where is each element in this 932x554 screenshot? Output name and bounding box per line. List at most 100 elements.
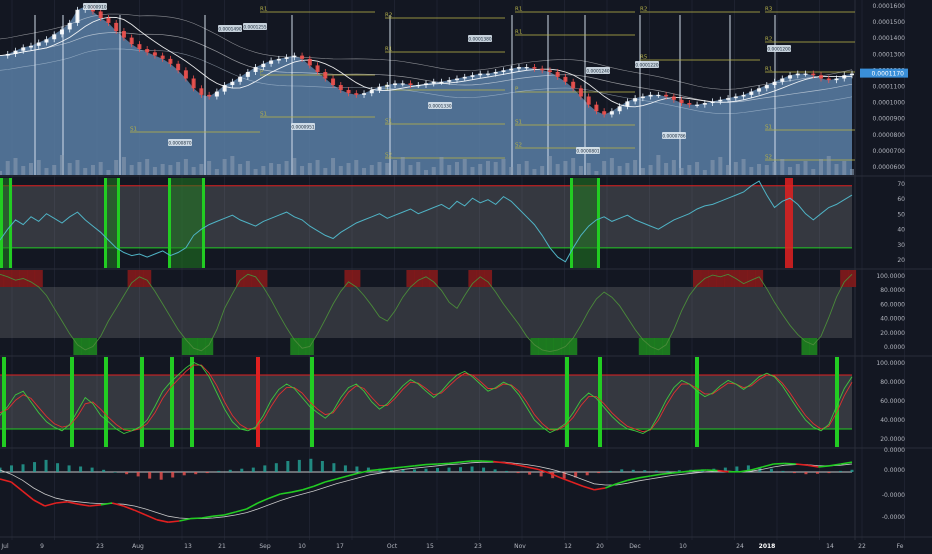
volume-bar bbox=[338, 166, 343, 175]
macd-line-segment bbox=[560, 477, 573, 483]
rsi-axis-tick-label: 30 bbox=[897, 242, 905, 249]
candle-body bbox=[331, 78, 336, 86]
price-axis-tick-label: 0.0001400 bbox=[873, 35, 906, 42]
macd-line-segment bbox=[55, 501, 68, 504]
macd-line-segment bbox=[750, 466, 763, 471]
candle-body bbox=[416, 85, 421, 87]
osc-oversold-block bbox=[81, 338, 90, 355]
volume-bar bbox=[447, 165, 452, 175]
candle-body bbox=[788, 75, 793, 79]
pivot-label: S1 bbox=[130, 127, 137, 133]
volume-bar bbox=[245, 161, 250, 175]
candle-body bbox=[129, 37, 134, 45]
macd-line-segment bbox=[336, 475, 348, 480]
candle-body bbox=[733, 96, 738, 99]
pivot-label: S1 bbox=[765, 125, 772, 131]
macd-histogram-bar bbox=[654, 470, 658, 472]
macd-line-segment bbox=[280, 491, 292, 495]
osc-overbought-block bbox=[143, 270, 152, 287]
osc-oversold-block bbox=[530, 338, 539, 355]
macd-line-segment bbox=[829, 463, 841, 467]
candle-body bbox=[803, 73, 808, 75]
rsi-signal-bar-green bbox=[104, 178, 107, 268]
osc-overbought-block bbox=[251, 270, 260, 287]
price-axis-tick-label: 0.0001300 bbox=[873, 51, 906, 58]
macd-line-segment bbox=[706, 469, 718, 472]
price-area bbox=[0, 6, 852, 175]
volume-bar bbox=[269, 163, 274, 175]
price-axis-tick-label: 0.0000700 bbox=[873, 148, 906, 155]
price-annotation-box bbox=[168, 139, 192, 146]
candle-body bbox=[826, 78, 831, 81]
volume-bar bbox=[640, 168, 645, 175]
macd-line-segment bbox=[695, 469, 707, 472]
x-axis-tick-label: 14 bbox=[826, 543, 834, 550]
macd-line-segment bbox=[67, 501, 79, 505]
volume-bar bbox=[28, 163, 33, 175]
macd-line-segment bbox=[762, 463, 774, 468]
pivot-label: S2 bbox=[765, 155, 772, 161]
volume-bar bbox=[238, 164, 243, 175]
candle-body bbox=[44, 39, 49, 43]
macd-line-segment bbox=[504, 462, 516, 466]
last-value-badge bbox=[860, 68, 908, 78]
macd-line-segment bbox=[594, 487, 606, 491]
last-value-label: 0.0001170 bbox=[872, 71, 905, 78]
macd-axis-tick-label: 0.0000 bbox=[884, 467, 905, 474]
rsi-oversold-zone bbox=[104, 178, 120, 268]
macd-histogram-bar bbox=[297, 459, 301, 472]
candle-body bbox=[114, 22, 119, 32]
osc-overbought-block bbox=[236, 270, 245, 287]
osc-line bbox=[0, 273, 853, 353]
volume-bar bbox=[516, 164, 521, 175]
volume-bar bbox=[594, 171, 599, 175]
volume-bar bbox=[106, 170, 111, 175]
macd-line-segment bbox=[549, 472, 561, 479]
candle-body bbox=[811, 73, 816, 76]
osc-overbought-block bbox=[352, 270, 361, 287]
macd-histogram-bar bbox=[815, 472, 819, 474]
osc-axis-tick-label: 20.0000 bbox=[880, 330, 905, 337]
volume-bar bbox=[439, 157, 444, 175]
candle-body bbox=[284, 57, 289, 59]
volume-bar bbox=[145, 159, 150, 175]
macd-histogram-bar bbox=[205, 472, 209, 474]
candle-body bbox=[36, 42, 41, 46]
volume-bar bbox=[75, 160, 80, 175]
volume-bar bbox=[400, 157, 405, 175]
macd-line-segment bbox=[201, 515, 214, 519]
volume-bar bbox=[214, 169, 219, 175]
macd-histogram-bar bbox=[332, 463, 336, 472]
candle-body bbox=[640, 96, 645, 99]
volume-bar bbox=[540, 166, 545, 175]
x-axis-tick-label: 9 bbox=[40, 543, 44, 550]
volume-bar bbox=[493, 162, 498, 175]
candle-body bbox=[625, 101, 630, 107]
macd-histogram-bar bbox=[389, 469, 393, 472]
volume-bar bbox=[292, 158, 297, 175]
macd-line-segment bbox=[100, 502, 113, 506]
volume-bar bbox=[5, 161, 10, 175]
macd-line-segment bbox=[683, 469, 696, 473]
candle-body bbox=[609, 111, 614, 115]
volume-bar bbox=[67, 163, 72, 175]
macd-histogram-bar bbox=[148, 472, 152, 479]
macd-line-segment bbox=[605, 483, 617, 489]
macd-line-segment bbox=[224, 511, 236, 516]
macd-line-segment bbox=[482, 460, 494, 463]
candle-body bbox=[52, 34, 57, 40]
volume-bar bbox=[0, 171, 2, 175]
macd-histogram-bar bbox=[827, 472, 831, 474]
price-annotation-label: 0.0001200 bbox=[767, 47, 791, 53]
candle-body bbox=[160, 55, 165, 59]
macd-histogram-bar bbox=[643, 470, 647, 472]
candle-body bbox=[214, 91, 219, 97]
macd-line-segment bbox=[493, 460, 505, 464]
rsi-oversold-zone bbox=[570, 178, 600, 268]
rsi-line bbox=[0, 180, 853, 263]
volume-bar bbox=[795, 164, 800, 175]
macd-line-segment bbox=[156, 519, 169, 523]
macd-histogram-bar bbox=[620, 469, 624, 472]
